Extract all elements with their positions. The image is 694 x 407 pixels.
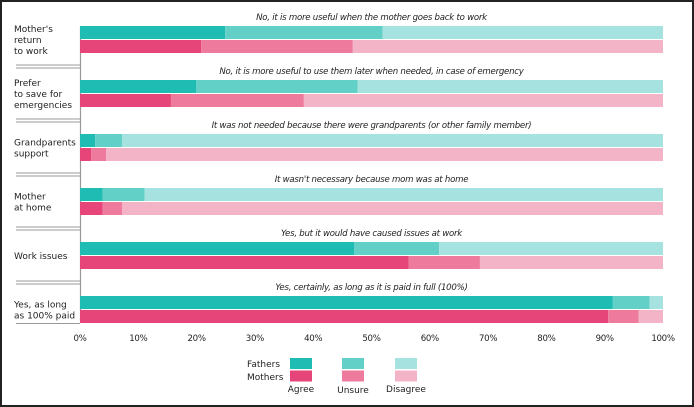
category-label: Mother's return to work <box>14 25 53 57</box>
bar-fathers-unsure <box>196 80 358 93</box>
category-label-line: Prefer <box>14 79 41 89</box>
x-tick-label: 60% <box>421 334 439 344</box>
legend-response-label: Agree <box>288 385 315 395</box>
bar-mothers-disagree <box>479 256 663 269</box>
bar-fathers-disagree <box>357 80 663 93</box>
x-tick-label: 30% <box>246 334 264 344</box>
x-tick-label: 40% <box>304 334 322 344</box>
category-title: It was not needed because there were gra… <box>212 121 532 131</box>
category-label-line: Mother's <box>14 25 53 35</box>
x-tick-label: 50% <box>362 334 380 344</box>
category-label-line: emergencies <box>14 101 72 111</box>
category-label-line: Work issues <box>14 252 68 262</box>
category-label-line: Grandparents <box>14 139 76 149</box>
bar-mothers-agree <box>80 148 92 161</box>
bar-fathers-disagree <box>382 26 663 39</box>
bar-mothers-unsure <box>91 148 107 161</box>
bar-mothers-agree <box>80 310 609 323</box>
bar-fathers-unsure <box>354 242 440 255</box>
bar-fathers-unsure <box>225 26 383 39</box>
x-tick-label: 70% <box>479 334 497 344</box>
bar-mothers-agree <box>80 256 409 269</box>
category-label-line: at home <box>14 204 52 214</box>
legend-swatch-fathers-agree <box>290 358 312 369</box>
bar-fathers-unsure <box>612 296 650 309</box>
category-label: Mother at home <box>14 193 52 214</box>
bar-mothers-unsure <box>201 40 353 53</box>
category-label: Yes, as long as 100% paid <box>13 301 75 322</box>
bar-fathers-unsure <box>102 188 145 201</box>
bar-fathers-agree <box>80 134 96 147</box>
category-label: Prefer to save for emergencies <box>14 79 72 111</box>
category-title: Yes, certainly, as long as it is paid in… <box>275 283 467 293</box>
bar-fathers-disagree <box>439 242 663 255</box>
bar-fathers-agree <box>80 188 103 201</box>
category-title: Yes, but it would have caused issues at … <box>281 229 463 239</box>
bar-fathers-agree <box>80 26 226 39</box>
bar-mothers-disagree <box>352 40 663 53</box>
bar-mothers-agree <box>80 202 103 215</box>
bar-mothers-disagree <box>638 310 663 323</box>
category-label: Work issues <box>14 252 68 262</box>
legend-group-label: Mothers <box>247 373 284 383</box>
category-label-line: Mother <box>14 193 46 203</box>
bar-mothers-disagree <box>303 94 663 107</box>
legend-swatch-mothers-disagree <box>395 370 417 382</box>
category-label: Grandparents support <box>14 139 76 160</box>
category-title: It wasn't necessary because mom was at h… <box>275 175 469 185</box>
category-label-line: Yes, as long <box>13 301 67 311</box>
bar-fathers-disagree <box>121 134 663 147</box>
bar-mothers-unsure <box>408 256 480 269</box>
category-label-line: as 100% paid <box>14 312 75 322</box>
bar-fathers-agree <box>80 80 197 93</box>
category-title: No, it is more useful when the mother go… <box>256 13 488 23</box>
bar-fathers-agree <box>80 242 355 255</box>
x-tick-label: 0% <box>73 334 86 344</box>
bar-mothers-unsure <box>170 94 304 107</box>
bar-mothers-unsure <box>102 202 122 215</box>
legend-swatch-fathers-unsure <box>342 358 364 369</box>
x-tick-label: 90% <box>596 334 614 344</box>
x-tick-label: 100% <box>651 334 675 344</box>
x-tick-label: 20% <box>187 334 205 344</box>
bar-mothers-disagree <box>121 202 663 215</box>
bar-mothers-agree <box>80 40 202 53</box>
category-label-line: return <box>14 36 42 46</box>
bar-fathers-disagree <box>144 188 663 201</box>
category-label-line: to work <box>14 47 48 57</box>
legend-swatch-fathers-disagree <box>395 358 417 369</box>
legend-group-label: Fathers <box>247 360 280 370</box>
bar-fathers-disagree <box>649 296 663 309</box>
category-title: No, it is more useful to use them later … <box>219 67 524 77</box>
bar-mothers-agree <box>80 94 171 107</box>
category-label-line: support <box>14 150 49 160</box>
legend-swatch-mothers-unsure <box>342 370 364 382</box>
bar-mothers-disagree <box>106 148 664 161</box>
legend-response-label: Unsure <box>337 386 369 396</box>
legend-response-label: Disagree <box>386 385 426 395</box>
legend-swatch-mothers-agree <box>290 370 312 382</box>
bar-fathers-agree <box>80 296 613 309</box>
x-tick-label: 80% <box>537 334 555 344</box>
category-label-line: to save for <box>14 90 62 100</box>
x-tick-label: 10% <box>129 334 147 344</box>
bar-fathers-unsure <box>95 134 122 147</box>
bar-mothers-unsure <box>608 310 639 323</box>
